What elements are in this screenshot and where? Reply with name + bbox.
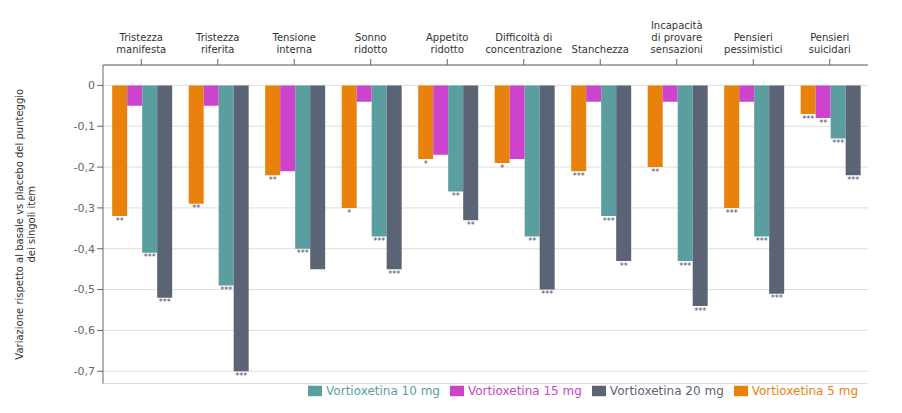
svg-text:riferita: riferita bbox=[201, 44, 235, 55]
svg-text:Tensione: Tensione bbox=[272, 32, 317, 43]
svg-text:concentrazione: concentrazione bbox=[485, 44, 562, 55]
svg-text:*: * bbox=[424, 160, 428, 169]
svg-text:Pensieri: Pensieri bbox=[734, 32, 773, 43]
svg-text:***: *** bbox=[771, 294, 783, 303]
html-text:Vortioxetina 20 mg: Vortioxetina 20 mg bbox=[609, 383, 724, 398]
svg-text:Sonno: Sonno bbox=[355, 32, 386, 43]
svg-text:**: ** bbox=[116, 217, 124, 226]
svg-text:*: * bbox=[347, 209, 351, 218]
html-text:Vortioxetina 10 mg: Vortioxetina 10 mg bbox=[326, 383, 440, 398]
svg-text:0: 0 bbox=[88, 79, 95, 92]
svg-text:Tristezza: Tristezza bbox=[195, 32, 239, 43]
svg-text:***: *** bbox=[679, 262, 691, 271]
svg-text:**: ** bbox=[269, 176, 277, 185]
svg-text:Incapacità: Incapacità bbox=[651, 20, 703, 31]
svg-text:***: *** bbox=[235, 372, 247, 381]
svg-text:ridotto: ridotto bbox=[431, 44, 464, 55]
svg-text:-0,1: -0,1 bbox=[74, 120, 95, 133]
svg-text:***: *** bbox=[388, 270, 400, 279]
svg-text:**: ** bbox=[819, 119, 827, 128]
svg-text:**: ** bbox=[452, 192, 460, 201]
svg-text:Tristezza: Tristezza bbox=[119, 32, 163, 43]
svg-text:-0,5: -0,5 bbox=[74, 283, 95, 296]
svg-text:Appetito: Appetito bbox=[426, 32, 468, 43]
svg-text:-0,6: -0,6 bbox=[74, 324, 95, 337]
svg-text:-0,3: -0,3 bbox=[74, 202, 95, 215]
svg-text:***: *** bbox=[159, 298, 171, 307]
svg-text:interna: interna bbox=[276, 44, 312, 55]
svg-text:***: *** bbox=[541, 290, 553, 299]
svg-text:suicidari: suicidari bbox=[809, 44, 851, 55]
svg-text:ridotto: ridotto bbox=[354, 44, 387, 55]
svg-text:*: * bbox=[500, 164, 504, 173]
svg-text:***: *** bbox=[220, 286, 232, 295]
svg-text:**: ** bbox=[467, 221, 475, 230]
svg-text:***: *** bbox=[802, 115, 814, 124]
svg-text:Stanchezza: Stanchezza bbox=[572, 44, 629, 55]
svg-text:-0,4: -0,4 bbox=[74, 243, 95, 256]
svg-text:***: *** bbox=[832, 139, 844, 148]
svg-text:**: ** bbox=[528, 237, 536, 246]
svg-text:sensazioni: sensazioni bbox=[651, 44, 703, 55]
html-text:Vortioxetina 5 mg: Vortioxetina 5 mg bbox=[751, 383, 858, 398]
svg-text:***: *** bbox=[694, 307, 706, 316]
svg-text:Difficoltà di: Difficoltà di bbox=[495, 32, 552, 43]
svg-text:**: ** bbox=[192, 204, 200, 213]
svg-text:Variazione rispetto al basale: Variazione rispetto al basale vs placebo… bbox=[14, 89, 37, 360]
svg-text:***: *** bbox=[726, 209, 738, 218]
svg-text:***: *** bbox=[144, 253, 156, 262]
svg-text:pessimistici: pessimistici bbox=[724, 44, 782, 55]
svg-text:Pensieri: Pensieri bbox=[810, 32, 849, 43]
svg-text:-0,7: -0,7 bbox=[74, 365, 95, 378]
html-text:Vortioxetina 15 mg: Vortioxetina 15 mg bbox=[468, 383, 582, 398]
svg-text:di provare: di provare bbox=[651, 32, 702, 43]
svg-text:***: *** bbox=[373, 237, 385, 246]
svg-text:***: *** bbox=[573, 172, 585, 181]
svg-text:**: ** bbox=[651, 168, 659, 177]
svg-text:**: ** bbox=[620, 262, 628, 271]
svg-text:-0,2: -0,2 bbox=[74, 161, 95, 174]
svg-text:***: *** bbox=[847, 176, 859, 185]
svg-text:***: *** bbox=[297, 249, 309, 258]
svg-text:***: *** bbox=[756, 237, 768, 246]
svg-text:***: *** bbox=[603, 217, 615, 226]
svg-text:manifesta: manifesta bbox=[116, 44, 166, 55]
